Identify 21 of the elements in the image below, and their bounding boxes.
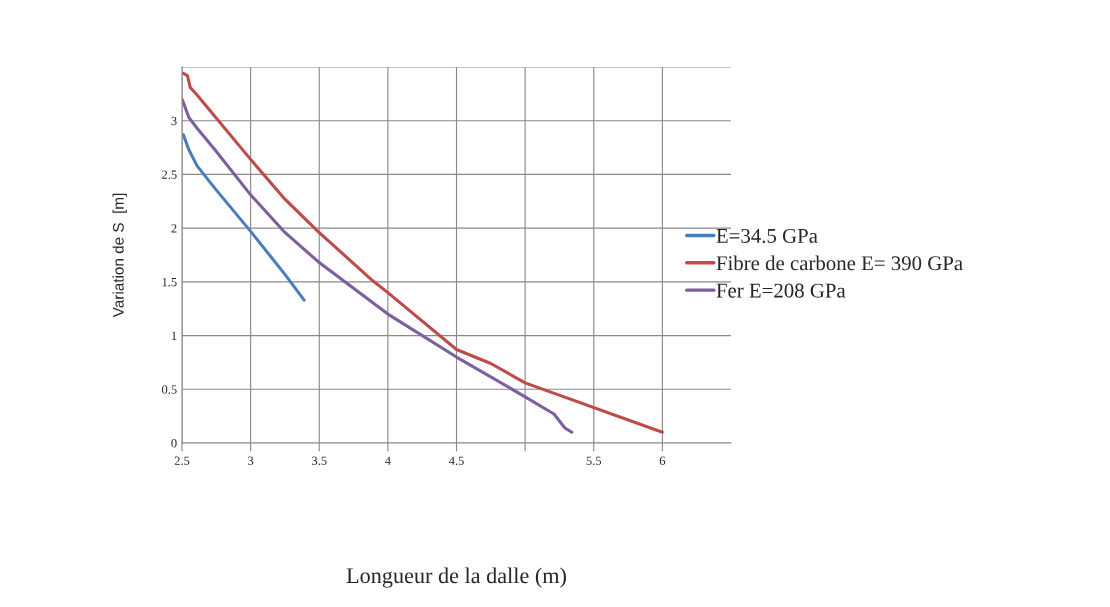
legend-label: E=34.5 GPa [716,228,818,244]
y-tick-label: 0.5 [161,385,177,394]
y-tick-label: 2.5 [162,170,177,179]
legend-label: Fibre de carbone E= 390 GPa [716,255,963,271]
y-tick-label: 2 [171,224,177,233]
legend-label: Fer E=208 GPa [716,283,846,298]
y-tick-label: 1.5 [162,277,177,287]
x-tick-label: 4.5 [448,456,464,466]
y-tick-label: 0 [171,439,177,448]
x-tick-label: 5.5 [586,456,602,466]
y-tick-label: 3 [171,116,177,126]
line-series [182,71,664,434]
line-series [182,97,574,434]
y-tick-label: 1 [171,331,177,340]
x-tick-label: 3.5 [312,456,327,466]
y-axis-title: Variation de S [m] [112,193,127,318]
line-series [182,133,306,302]
x-axis-title: Longueur de la dalle (m) [346,567,566,588]
x-tick-label: 4 [384,456,391,465]
x-tick-label: 6 [659,456,666,465]
x-tick-label: 3 [248,456,254,465]
